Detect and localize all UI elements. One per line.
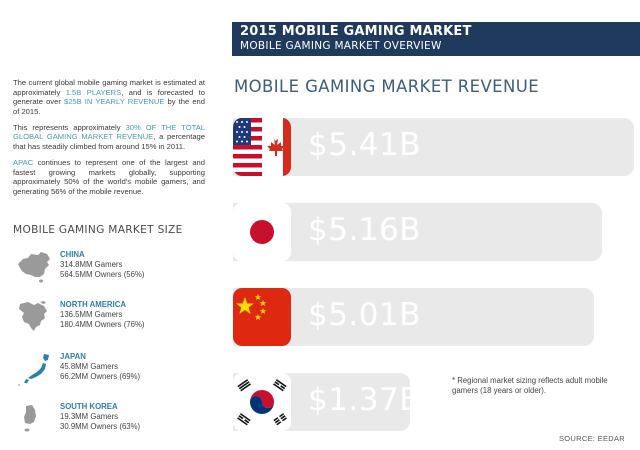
intro-paragraph-2: This represents approximately 30% OF THE… — [13, 122, 205, 152]
region-south-korea: SOUTH KOREA 19.3MM Gamers 30.9MM Owners … — [14, 402, 219, 444]
revenue-bar-china: $5.01B — [233, 288, 594, 346]
region-owners: 66.2MM Owners (69%) — [60, 372, 141, 381]
region-owners: 30.9MM Owners (63%) — [60, 422, 141, 431]
intro-paragraph-3: APAC continues to represent one of the l… — [13, 158, 205, 196]
region-gamers: 45.8MM Gamers — [60, 362, 119, 371]
footnote: * Regional market sizing reflects adult … — [452, 376, 608, 395]
region-owners: 180.4MM Owners (76%) — [60, 320, 145, 329]
region-name: CHINA — [60, 250, 85, 259]
region-owners: 564.5MM Owners (56%) — [60, 270, 145, 279]
region-gamers: 19.3MM Gamers — [60, 412, 119, 421]
south-korea-flag-icon — [233, 373, 291, 431]
region-name: JAPAN — [60, 352, 86, 361]
north-america-map-icon — [19, 301, 47, 331]
region-name: SOUTH KOREA — [60, 402, 118, 411]
region-name: NORTH AMERICA — [60, 300, 126, 309]
revenue-bar-japan: $5.16B — [233, 203, 602, 261]
revenue-title: MOBILE GAMING MARKET REVENUE — [234, 77, 540, 96]
intro-paragraph-1: The current global mobile gaming market … — [13, 78, 206, 116]
market-size-title: MOBILE GAMING MARKET SIZE — [13, 224, 183, 236]
south-korea-map-icon — [24, 405, 36, 432]
revenue-bar-us-canada: $5.41B — [233, 118, 634, 176]
header-banner: 2015 MOBILE GAMING MARKET MOBILE GAMING … — [232, 22, 640, 56]
intro-text: The current global mobile gaming market … — [13, 78, 205, 203]
region-china: CHINA 314.8MM Gamers 564.5MM Owners (56%… — [14, 250, 219, 292]
revenue-value: $5.16B — [308, 212, 422, 248]
japan-flag-icon — [233, 203, 291, 261]
revenue-value: $5.41B — [308, 127, 422, 163]
header-title: 2015 MOBILE GAMING MARKET — [240, 24, 472, 39]
us-canada-flag-icon — [233, 118, 291, 176]
region-gamers: 314.8MM Gamers — [60, 260, 123, 269]
revenue-value: $1.37B — [308, 382, 422, 418]
china-map-icon — [18, 252, 50, 283]
header-subtitle: MOBILE GAMING MARKET OVERVIEW — [240, 40, 442, 52]
china-flag-icon — [233, 288, 291, 346]
revenue-value: $5.01B — [308, 297, 422, 333]
region-japan: JAPAN 45.8MM Gamers 66.2MM Owners (69%) — [14, 352, 219, 394]
revenue-bar-south-korea: $1.37B — [233, 373, 421, 431]
region-north-america: NORTH AMERICA 136.5MM Gamers 180.4MM Own… — [14, 300, 219, 342]
region-gamers: 136.5MM Gamers — [60, 310, 123, 319]
source-label: SOURCE: EEDAR — [559, 434, 625, 443]
japan-map-icon — [18, 354, 49, 386]
